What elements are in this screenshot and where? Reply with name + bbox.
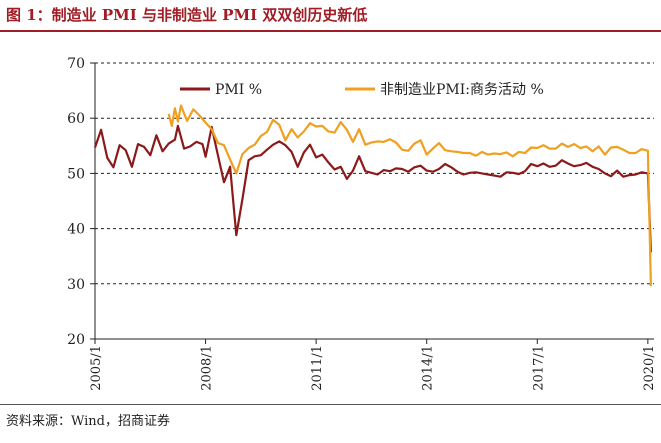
y-tick-label-20: 20 (67, 332, 85, 348)
x-tick-label-2020-1: 2020/1 (642, 345, 657, 391)
axes (90, 62, 654, 344)
y-tick-labels: 20 30 40 50 60 70 (67, 56, 85, 348)
y-tick-label-40: 40 (67, 222, 85, 238)
legend-label-0: PMI % (215, 82, 262, 98)
figure-title: 图 1：制造业 PMI 与非制造业 PMI 双双创历史新低 (6, 6, 368, 24)
x-tick-labels: 2005/1 2008/1 2011/1 2014/1 2017/1 2020/1 (89, 345, 657, 391)
x-tick-label-2014-1: 2014/1 (421, 345, 436, 391)
y-tick-label-50: 50 (67, 166, 85, 182)
y-tick-label-60: 60 (67, 111, 85, 127)
source-rule (0, 404, 661, 405)
series-lines (93, 104, 652, 287)
y-tick-label-70: 70 (67, 56, 85, 72)
series-line-1 (167, 104, 652, 287)
pmi-line-chart: 20 30 40 50 60 70 2005/1 2008/1 2011/1 2014/1 201… (67, 56, 657, 391)
x-tick-label-2008-1: 2008/1 (200, 345, 215, 391)
series-line-0 (93, 124, 652, 253)
x-tick-label-2017-1: 2017/1 (531, 345, 546, 391)
source-note: 资料来源：Wind，招商证券 (6, 414, 170, 429)
y-tick-label-30: 30 (67, 277, 85, 293)
x-tick-label-2005-1: 2005/1 (89, 345, 104, 391)
title-rule (0, 30, 661, 32)
x-tick-label-2011-1: 2011/1 (310, 345, 325, 391)
legend: PMI % 非制造业PMI:商务活动 % (180, 82, 544, 98)
legend-label-1: 非制造业PMI:商务活动 % (380, 82, 544, 98)
